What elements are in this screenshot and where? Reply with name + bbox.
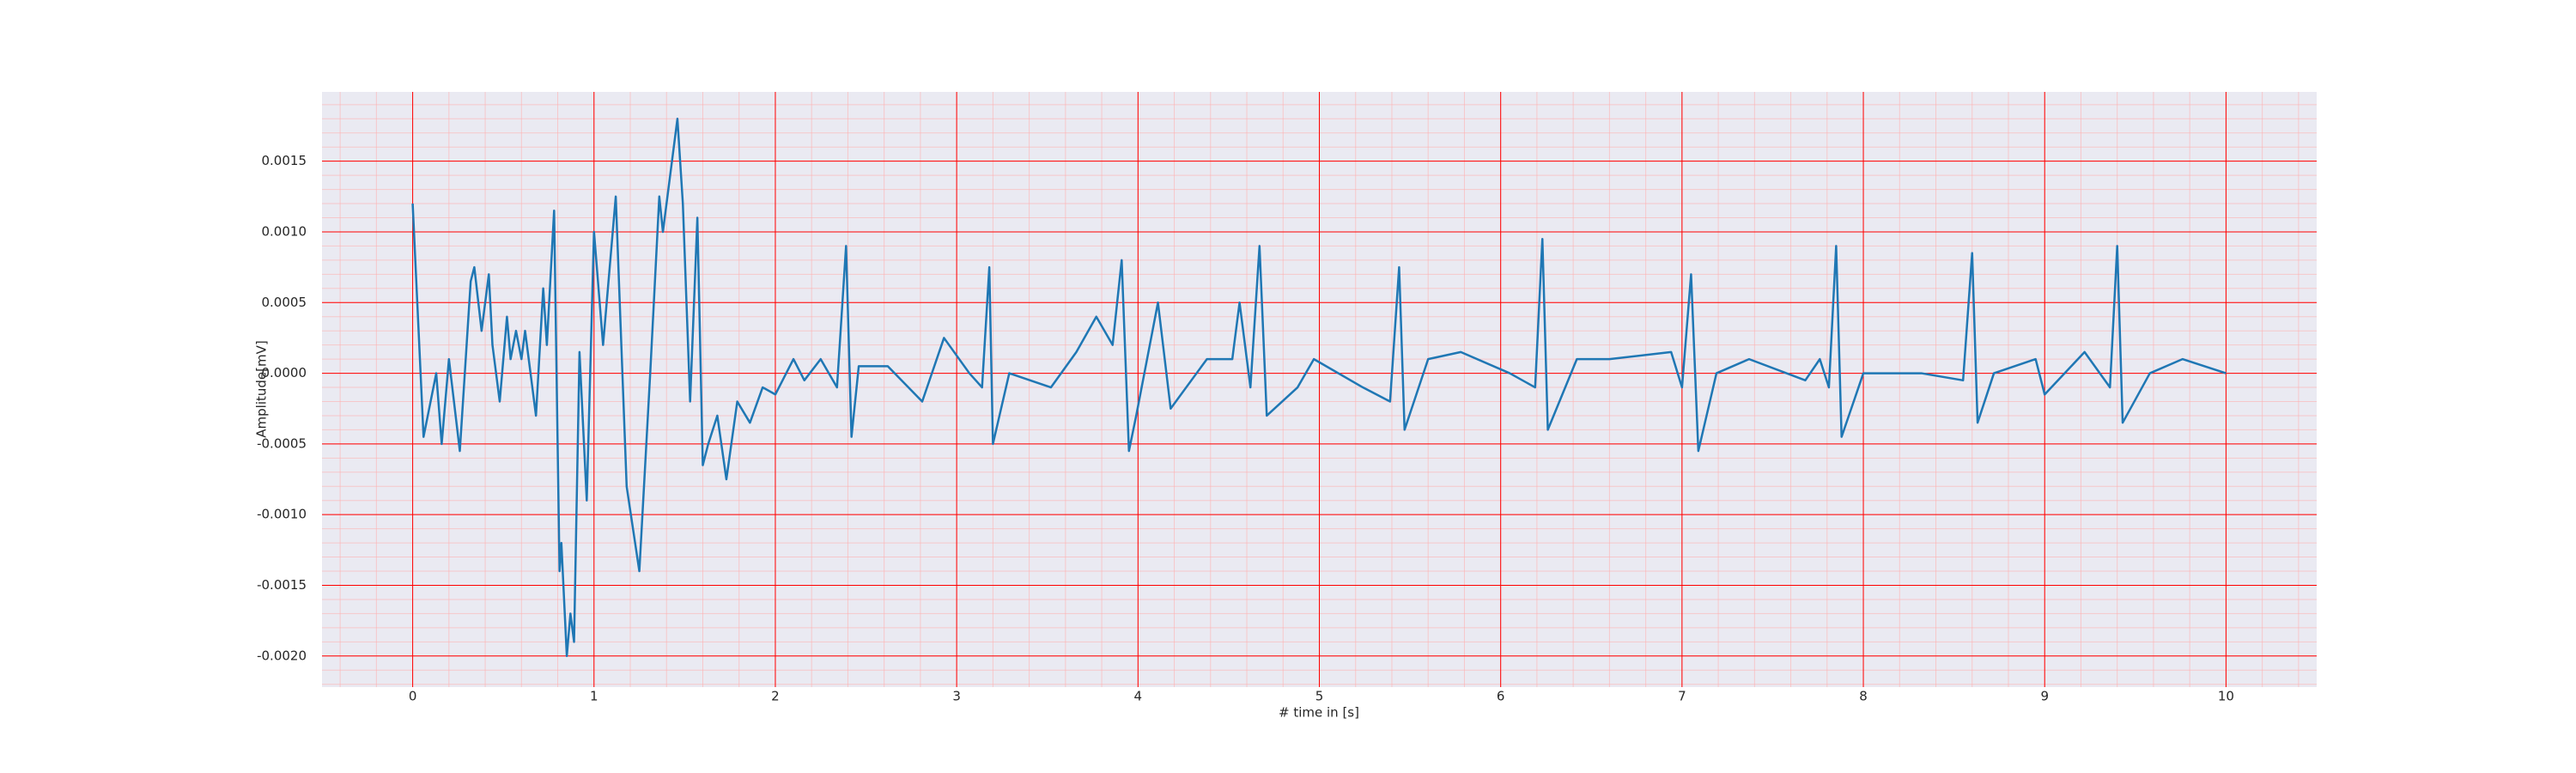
y-tick-label: -0.0005 bbox=[257, 435, 307, 451]
x-tick-label: 5 bbox=[1315, 689, 1324, 704]
y-tick-label: 0.0010 bbox=[262, 223, 307, 239]
y-tick-label: 0.0000 bbox=[262, 365, 307, 380]
y-tick-label: 0.0015 bbox=[262, 153, 307, 168]
y-tick-label: -0.0010 bbox=[257, 507, 307, 522]
x-tick-label: 2 bbox=[771, 689, 780, 704]
x-tick-label: 4 bbox=[1134, 689, 1143, 704]
x-tick-label: 7 bbox=[1678, 689, 1686, 704]
y-tick-label: 0.0005 bbox=[262, 295, 307, 310]
x-tick-label: 10 bbox=[2218, 689, 2234, 704]
x-tick-label: 9 bbox=[2040, 689, 2049, 704]
x-tick-label: 1 bbox=[590, 689, 598, 704]
x-tick-label: 0 bbox=[409, 689, 417, 704]
x-axis-label: # time in [s] bbox=[1279, 705, 1359, 721]
y-tick-label: -0.0020 bbox=[257, 648, 307, 663]
y-tick-label: -0.0015 bbox=[257, 577, 307, 593]
x-tick-label: 8 bbox=[1859, 689, 1868, 704]
line-series bbox=[411, 118, 2227, 658]
y-axis-label: Amplitude[mV] bbox=[254, 340, 270, 437]
x-tick-label: 3 bbox=[952, 689, 961, 704]
x-tick-label: 6 bbox=[1497, 689, 1505, 704]
